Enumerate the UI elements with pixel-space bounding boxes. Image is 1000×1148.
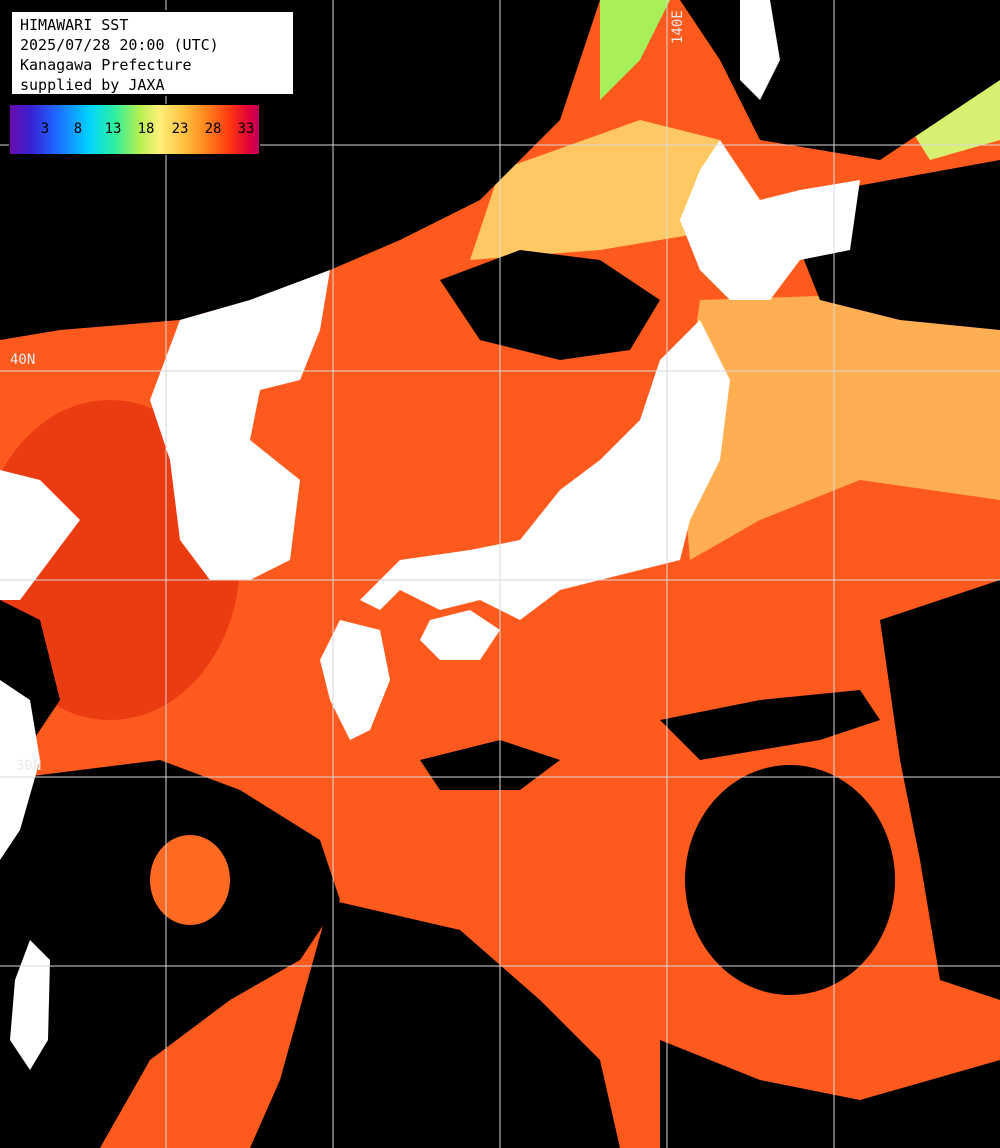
- latitude-label-40n: 40N: [10, 352, 36, 368]
- legend-tick: 13: [104, 121, 122, 137]
- land-honshu: [360, 320, 730, 620]
- land-hokkaido: [680, 140, 860, 300]
- legend-tick: 28: [204, 121, 222, 137]
- land-china-coast: [0, 470, 80, 600]
- land-korea: [150, 270, 330, 580]
- legend-tick: 3: [40, 121, 50, 137]
- land-sakhalin: [740, 0, 780, 100]
- timestamp: 2025/07/28 20:00 (UTC): [20, 36, 219, 54]
- credit-label: supplied by JAXA: [20, 76, 165, 94]
- ocean-mild-region: [680, 290, 1000, 560]
- legend-tick: 18: [137, 121, 155, 137]
- cloud-east: [880, 580, 1000, 1000]
- cloud-southeast: [660, 1040, 1000, 1148]
- prefecture-label: Kanagawa Prefecture: [20, 56, 192, 74]
- land-china-south: [0, 680, 40, 860]
- latitude-label-30n: 30N: [16, 758, 42, 774]
- longitude-label-140e: 140E: [670, 10, 686, 44]
- ocean-cool-region: [470, 120, 720, 260]
- cloud-southwest: [0, 760, 340, 1148]
- legend-tick: 8: [73, 121, 83, 137]
- typhoon-eye: [685, 765, 895, 995]
- cloud-sea-of-japan-north: [440, 250, 660, 360]
- land-shikoku: [420, 610, 500, 660]
- cloud-bands: [660, 690, 880, 760]
- small-typhoon: [150, 835, 230, 925]
- cloud-south: [250, 900, 620, 1148]
- info-box: HIMAWARI SST 2025/07/28 20:00 (UTC) Kana…: [10, 10, 295, 96]
- land-taiwan: [10, 940, 50, 1070]
- legend-tick: 23: [171, 121, 189, 137]
- color-scale-legend: 3 8 13 18 23 28 33: [9, 104, 260, 155]
- ocean-cold-region: [600, 0, 670, 100]
- land-kyushu: [320, 620, 390, 740]
- legend-tick: 33: [237, 121, 255, 137]
- product-title: HIMAWARI SST: [20, 16, 129, 34]
